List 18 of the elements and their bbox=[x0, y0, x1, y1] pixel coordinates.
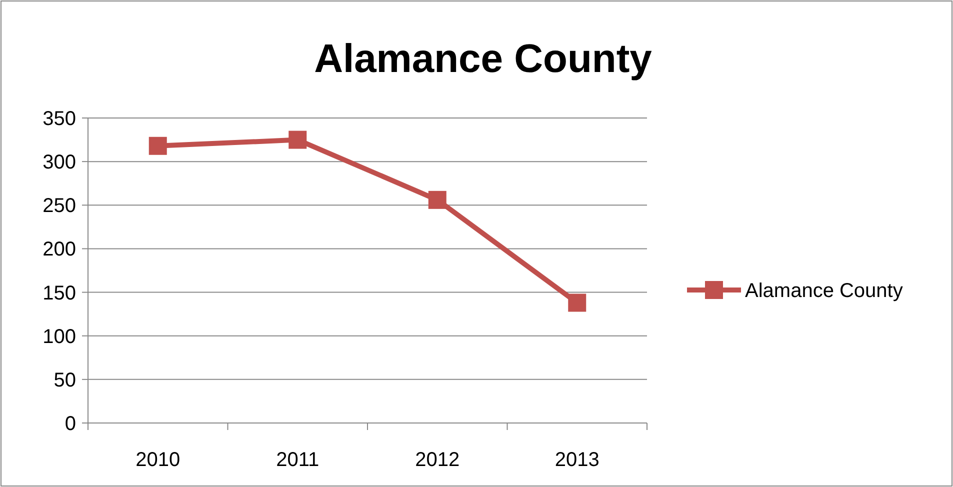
point bbox=[428, 190, 446, 209]
x-tick-label: 2010 bbox=[136, 449, 180, 471]
y-tick-label: 250 bbox=[42, 195, 76, 218]
y-tick-label: 300 bbox=[42, 152, 76, 174]
y-tick-label: 100 bbox=[42, 326, 76, 348]
y-tick-label: 50 bbox=[54, 369, 76, 392]
x-tick-label: 2011 bbox=[276, 449, 320, 471]
x-tick-label: 2013 bbox=[554, 449, 600, 471]
chart-title: Alamance County bbox=[314, 37, 653, 81]
point bbox=[568, 294, 586, 312]
y-tick-label: 0 bbox=[64, 413, 76, 435]
x-tick-label: 2012 bbox=[415, 449, 460, 471]
point bbox=[148, 136, 167, 155]
y-tick-label: 150 bbox=[42, 282, 76, 304]
legend-label: Alamance County bbox=[745, 280, 903, 302]
point bbox=[288, 130, 307, 149]
y-tick-label: 350 bbox=[42, 108, 76, 130]
y-tick-label: 200 bbox=[42, 238, 76, 261]
